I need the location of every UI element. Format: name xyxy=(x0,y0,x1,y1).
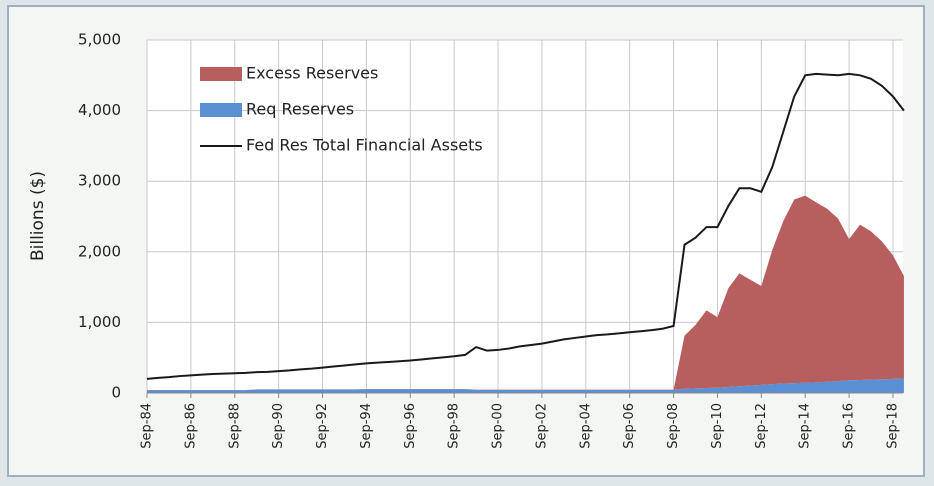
x-tick-label: Sep-06 xyxy=(622,403,637,449)
x-tick-label: Sep-16 xyxy=(842,403,857,449)
y-tick-label: 2,000 xyxy=(78,242,121,260)
legend-swatch xyxy=(200,67,242,81)
area xyxy=(147,378,904,393)
x-tick-label: Sep-04 xyxy=(578,403,593,449)
legend-label: Excess Reserves xyxy=(246,64,378,83)
x-tick-label: Sep-12 xyxy=(754,403,769,449)
x-tick-label: Sep-08 xyxy=(666,403,681,449)
y-axis-label: Billions ($) xyxy=(28,171,48,261)
x-tick-label: Sep-98 xyxy=(447,403,462,449)
x-tick-label: Sep-94 xyxy=(359,403,374,449)
x-tick-label: Sep-84 xyxy=(140,403,155,449)
x-tick-label: Sep-88 xyxy=(227,403,242,449)
x-tick-label: Sep-14 xyxy=(798,403,813,449)
x-tick-label: Sep-96 xyxy=(403,403,418,449)
x-tick-label: Sep-00 xyxy=(491,403,506,449)
x-tick-label: Sep-86 xyxy=(183,403,198,449)
y-tick-label: 5,000 xyxy=(78,31,121,49)
y-tick-label: 4,000 xyxy=(78,101,121,119)
x-tick-label: Sep-02 xyxy=(534,403,549,449)
x-tick-label: Sep-10 xyxy=(710,403,725,449)
y-tick-label: 1,000 xyxy=(78,313,121,331)
area xyxy=(147,195,904,391)
x-tick-label: Sep-92 xyxy=(315,403,330,449)
legend-label: Req Reserves xyxy=(246,100,354,119)
x-tick-label: Sep-90 xyxy=(271,403,286,449)
y-tick-label: 3,000 xyxy=(78,172,121,190)
legend-label: Fed Res Total Financial Assets xyxy=(246,136,483,155)
x-tick-label: Sep-18 xyxy=(885,403,900,449)
y-tick-label: 0 xyxy=(111,384,121,402)
legend-swatch xyxy=(200,103,242,117)
line xyxy=(146,72,905,380)
